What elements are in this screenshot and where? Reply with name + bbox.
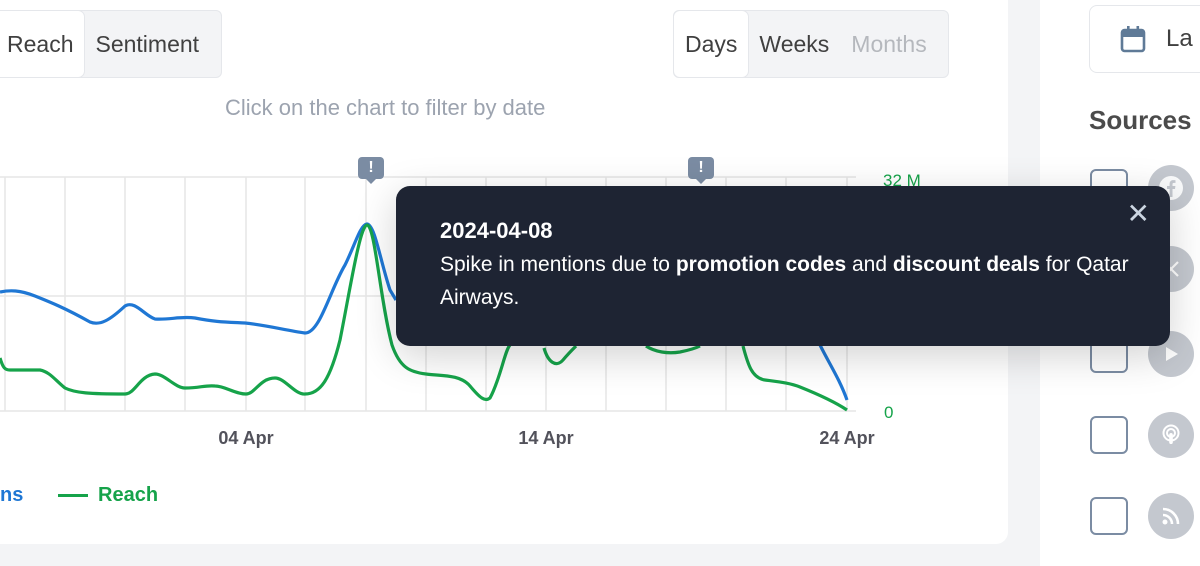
source-checkbox[interactable] [1090,416,1128,454]
exclamation-icon: ! [368,159,374,176]
x-axis-label: 24 Apr [819,428,875,448]
x-axis-label: 14 Apr [518,428,574,448]
x-axis-label: 04 Apr [218,428,274,448]
date-range-button[interactable]: La [1089,5,1200,73]
reach-line-mid-segment [645,344,701,355]
calendar-icon [1120,26,1146,53]
source-row-rss [1090,493,1194,539]
source-checkbox[interactable] [1090,497,1128,535]
reach-line [0,223,512,402]
annotation-marker-icon[interactable]: ! [688,157,714,184]
reach-line-right-segment [741,345,848,412]
close-icon[interactable]: ✕ [1126,198,1150,229]
legend-item-reach[interactable]: Reach [58,484,158,507]
metric-toggle: Reach Sentiment [0,10,222,78]
podcast-icon [1148,412,1194,458]
mentions-line-tail [818,344,849,401]
tab-months[interactable]: Months [851,30,927,57]
y-axis-min-label: 0 [884,403,894,422]
legend-label: Reach [98,484,159,506]
mentions-line [0,222,398,335]
tab-weeks[interactable]: Weeks [759,30,830,57]
sources-heading: Sources [1089,105,1192,135]
legend-label: ns [0,484,24,506]
legend-swatch [58,494,88,497]
annotation-tooltip: 2024-04-08 Spike in mentions due to prom… [396,186,1170,346]
reach-line-left-segment [542,344,578,366]
tooltip-date: 2024-04-08 [440,218,553,243]
y-axis-max-label: 32 M [883,171,921,190]
chart-hint: Click on the chart to filter by date [225,95,546,120]
period-toggle: Days Weeks Months [673,10,949,78]
source-row-podcast [1090,412,1194,458]
tab-sentiment[interactable]: Sentiment [95,30,200,57]
annotation-marker-icon[interactable]: ! [358,157,384,184]
legend-item-mentions[interactable]: ns [0,484,23,507]
tab-reach[interactable]: Reach [0,11,85,77]
tab-days[interactable]: Days [674,11,749,77]
date-range-label: La [1166,25,1193,52]
tooltip-text: Spike in mentions due to promotion codes… [440,253,1129,309]
exclamation-icon: ! [698,159,704,176]
rss-icon [1148,493,1194,539]
